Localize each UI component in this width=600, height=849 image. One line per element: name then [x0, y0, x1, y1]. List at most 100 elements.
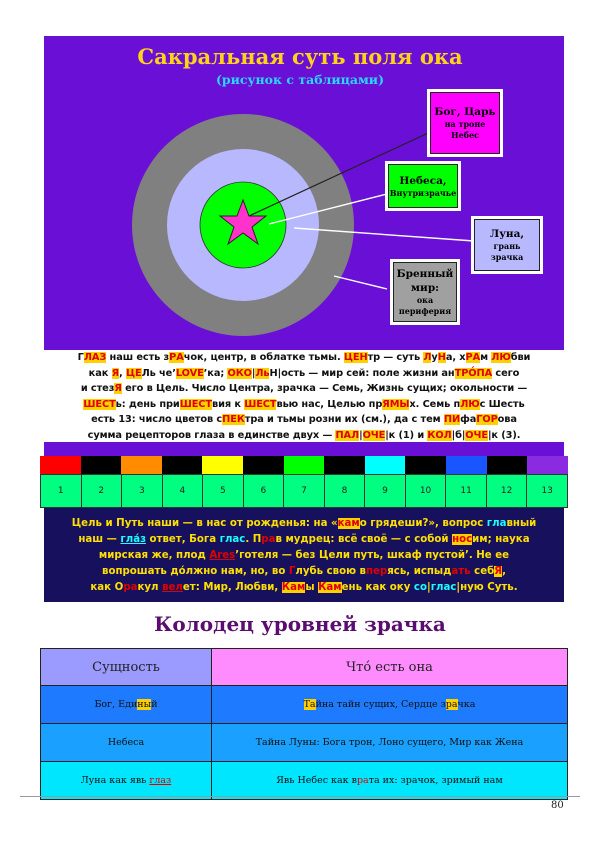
text-segment: ень как оку — [341, 582, 414, 593]
spectrum-number: 4 — [162, 475, 204, 507]
text-segment: Кам — [281, 582, 306, 593]
text-segment: Я — [111, 367, 120, 379]
text-segment: в мудрец: всё своё — с собой — [275, 534, 453, 545]
text-segment: Ль че’ — [141, 367, 176, 379]
text-segment: ра — [123, 582, 138, 593]
text-segment: . П — [245, 534, 262, 545]
text-segment: Бог, Еди — [94, 699, 138, 710]
label-mortal-line3: ока — [416, 295, 434, 306]
paragraph1-line: и стезЯ его в Цель. Число Центра, зрачка… — [44, 381, 564, 397]
spectrum-swatch — [283, 456, 325, 474]
text-segment: ОЧЕ — [465, 429, 488, 441]
label-god-line1: Бог, Царь — [434, 106, 496, 119]
text-segment: пер — [366, 566, 388, 577]
row-cell-essence: Небеса — [40, 723, 212, 762]
text-segment: его в Цель. Число Центра, зрачка — Семь,… — [121, 383, 528, 394]
paragraph1-line: ГЛАЗ наш есть зРАчок, центр, в облатке т… — [44, 350, 564, 366]
page-number: 80 — [551, 800, 564, 811]
text-segment: лубь свою в — [295, 566, 367, 577]
text-segment: |к (1) и — [385, 429, 428, 441]
text-segment: ы — [305, 582, 319, 593]
text-segment: | — [359, 429, 363, 441]
spectrum-number: 6 — [243, 475, 285, 507]
text-segment: ра — [261, 534, 276, 545]
paragraph2-line: мирская же, плод Ares’готеля — без Цели … — [44, 548, 564, 564]
text-segment: ь: день при — [115, 398, 180, 410]
label-moon: Луна, грань зрачка — [471, 216, 543, 274]
text-segment: кам — [337, 518, 360, 529]
spectrum-number-row: 1 2 3 4 5 6 7 8 9 10 11 12 13 — [40, 474, 568, 508]
text-segment: ОКО — [227, 367, 252, 379]
spectrum-number: 10 — [405, 475, 447, 507]
purple-strip — [44, 442, 564, 456]
row-cell-essence: Луна как явь глаз — [40, 761, 212, 800]
text-segment: вопрошать до́лжно нам, но, во — [102, 566, 289, 577]
text-segment: йна тайн сущих, Сердце з — [315, 699, 446, 710]
text-segment: как — [88, 367, 112, 379]
paragraph1-line: ШЕСТь: день приШЕСТвия к ШЕСТвью нас, Це… — [44, 397, 564, 413]
text-segment: чок, центр, в облатке тьмы. — [183, 352, 344, 363]
text-segment: глас — [219, 534, 246, 545]
spectrum-swatch — [405, 456, 447, 474]
figure-title: Сакральная суть поля ока — [137, 44, 463, 69]
text-segment: х. Семь п — [409, 398, 461, 410]
label-heaven: Небеса, Внутризрачье — [385, 161, 461, 211]
spectrum-number: 9 — [365, 475, 406, 507]
text-segment: та их: зрачок, зримый нам — [368, 775, 503, 786]
row-cell-description: Явь Небес как врата их: зрачок, зримый н… — [211, 761, 568, 800]
text-segment: | — [251, 367, 256, 379]
spectrum-number: 2 — [81, 475, 123, 507]
table-header-row: Сущность Что́ есть она — [40, 648, 568, 686]
text-segment: ЦЕ — [125, 367, 142, 379]
text-segment: РА — [465, 352, 481, 363]
eye-diagram — [132, 114, 475, 336]
spectrum-swatch — [324, 456, 365, 474]
text-segment: Луна как явь — [80, 775, 150, 786]
paragraph2-line: вопрошать до́лжно нам, но, во Глубь свою… — [44, 564, 564, 580]
label-moon-line1: Луна, — [489, 228, 525, 241]
text-segment: кул — [137, 582, 163, 593]
text-segment: ПЕК — [222, 414, 245, 425]
spectrum-number: 11 — [446, 475, 487, 507]
text-segment: ответ, Бога — [146, 534, 220, 545]
text-segment: Тайна Луны: Бога трон, Лоно сущего, Мир … — [255, 737, 524, 748]
text-segment: с Шесть — [479, 398, 525, 410]
text-segment: ЛЮ — [460, 398, 480, 410]
text-segment: LOVE — [175, 367, 204, 379]
text-segment: , — [119, 367, 126, 379]
text-segment: гла́з — [120, 534, 146, 545]
table-row: Луна как явь глаз Явь Небес как врата их… — [40, 761, 568, 800]
spectrum-swatch — [121, 456, 162, 474]
spectrum-swatch — [202, 456, 244, 474]
text-segment: вью нас, Целью пр — [276, 398, 383, 410]
text-segment: ясь, испыд — [387, 566, 452, 577]
spectrum-swatch — [527, 456, 568, 474]
spectrum-swatch — [486, 456, 528, 474]
text-segment: ЛЮ — [491, 352, 511, 363]
text-segment: наш — — [78, 534, 121, 545]
spectrum-swatch — [364, 456, 406, 474]
text-segment: Та — [303, 699, 316, 710]
text-segment: вный — [506, 518, 537, 529]
text-segment: чка — [457, 699, 476, 710]
text-segment: ра — [445, 699, 458, 710]
text-segment: со — [413, 582, 427, 593]
text-segment: ова — [497, 414, 517, 425]
table-row: Небеса Тайна Луны: Бога трон, Лоно сущег… — [40, 723, 568, 762]
text-segment: Кам — [318, 582, 342, 593]
table-row: Бог, Единый Тайна тайн сущих, Сердце зра… — [40, 685, 568, 724]
row-cell-essence: Бог, Единый — [40, 685, 212, 724]
paragraph2-line: как Оракул велет: Мир, Любви, Камы Камен… — [44, 580, 564, 596]
text-segment: а, х — [445, 352, 466, 363]
text-segment: ШЕСТ — [244, 398, 277, 410]
text-segment: и стез — [80, 383, 115, 394]
text-segment: о грядеши?», вопрос — [359, 518, 487, 529]
paragraph-goal-path: Цель и Путь наши — в нас от рожденья: на… — [44, 508, 564, 602]
text-segment: ЯМЫ — [382, 398, 410, 410]
text-segment: ’ка; — [203, 367, 228, 379]
text-segment: тр — суть — [367, 352, 424, 363]
text-segment: ШЕСТ — [179, 398, 212, 410]
text-segment: КОЛ — [427, 429, 452, 441]
text-segment: |ость — мир сей: поле жизни ан — [277, 367, 455, 379]
text-segment: ПАЛ — [335, 429, 360, 441]
